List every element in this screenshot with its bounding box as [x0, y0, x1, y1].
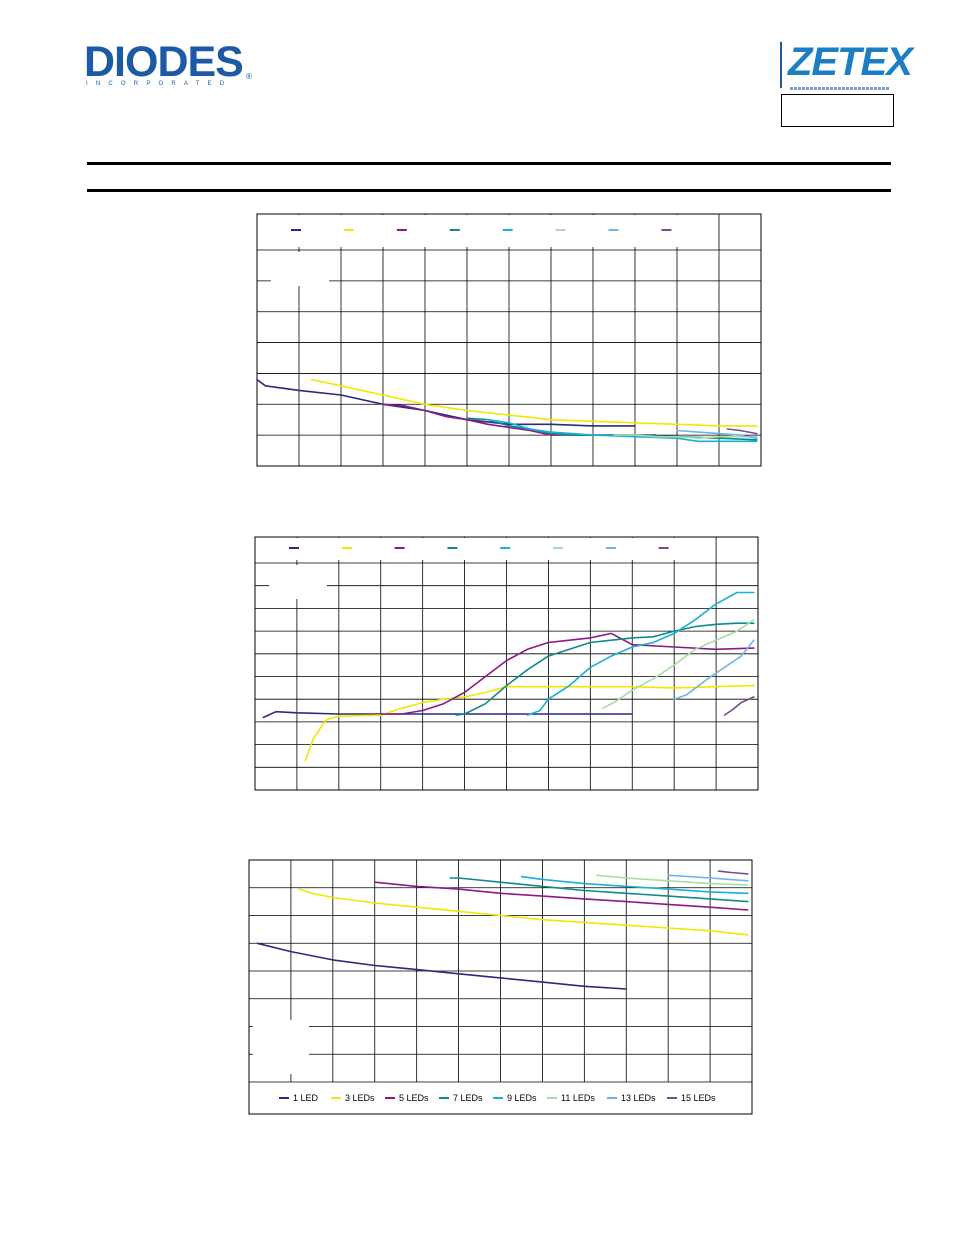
header-rule-bottom [87, 189, 891, 192]
chart-3: 1 LED 3 LEDs 5 LEDs 7 LEDs 9 LEDs 11 LEDs 13 L… [248, 859, 753, 1115]
zetex-logo: ZETEX [780, 40, 913, 130]
series-line [613, 434, 758, 439]
legend-label: 7 LEDs [453, 1093, 483, 1103]
series-line [487, 418, 758, 443]
legend-label: 11 LEDs [561, 1093, 595, 1103]
axis-label-area [271, 252, 329, 286]
zetex-logo-bar [780, 42, 782, 88]
zetex-logo-tagline [790, 87, 890, 90]
series-line [673, 639, 755, 700]
series-line [717, 870, 749, 875]
legend-label: 9 LEDs [507, 1093, 537, 1103]
axis-label-area [269, 565, 327, 599]
chart-1 [256, 213, 762, 467]
series-line [374, 881, 749, 911]
legend-background [256, 538, 699, 560]
diodes-logo: DIODES INCORPORATED ® [84, 40, 259, 90]
axis-label-area [253, 1020, 309, 1074]
legend-label: 3 LEDs [345, 1093, 375, 1103]
diodes-logo-word: DIODES [84, 38, 244, 86]
series-line [262, 710, 634, 719]
series-line [304, 684, 755, 762]
series-line [596, 874, 749, 886]
series-line [298, 888, 749, 936]
series-line [726, 428, 758, 435]
legend-label: 13 LEDs [621, 1093, 656, 1103]
header-rule-top [87, 162, 891, 165]
series-line [449, 877, 749, 903]
series-line [667, 874, 749, 882]
series-line [676, 429, 758, 439]
series-line [310, 378, 758, 427]
legend-label: 5 LEDs [399, 1093, 429, 1103]
registered-mark: ® [246, 72, 252, 81]
legend-label: 15 LEDs [681, 1093, 716, 1103]
zetex-logo-word: ZETEX [788, 40, 913, 84]
series-line [455, 622, 755, 716]
series-line [520, 875, 749, 895]
series-line [602, 619, 755, 710]
series-line [526, 591, 755, 716]
legend-background [258, 215, 702, 247]
series-line [380, 632, 755, 715]
legend-label: 1 LED [293, 1093, 319, 1103]
series-line [723, 696, 755, 716]
diodes-logo-sub: INCORPORATED [86, 81, 233, 87]
chart-2 [254, 536, 759, 791]
part-number-box [781, 94, 894, 127]
series-line [256, 942, 628, 990]
series-line [256, 378, 636, 427]
